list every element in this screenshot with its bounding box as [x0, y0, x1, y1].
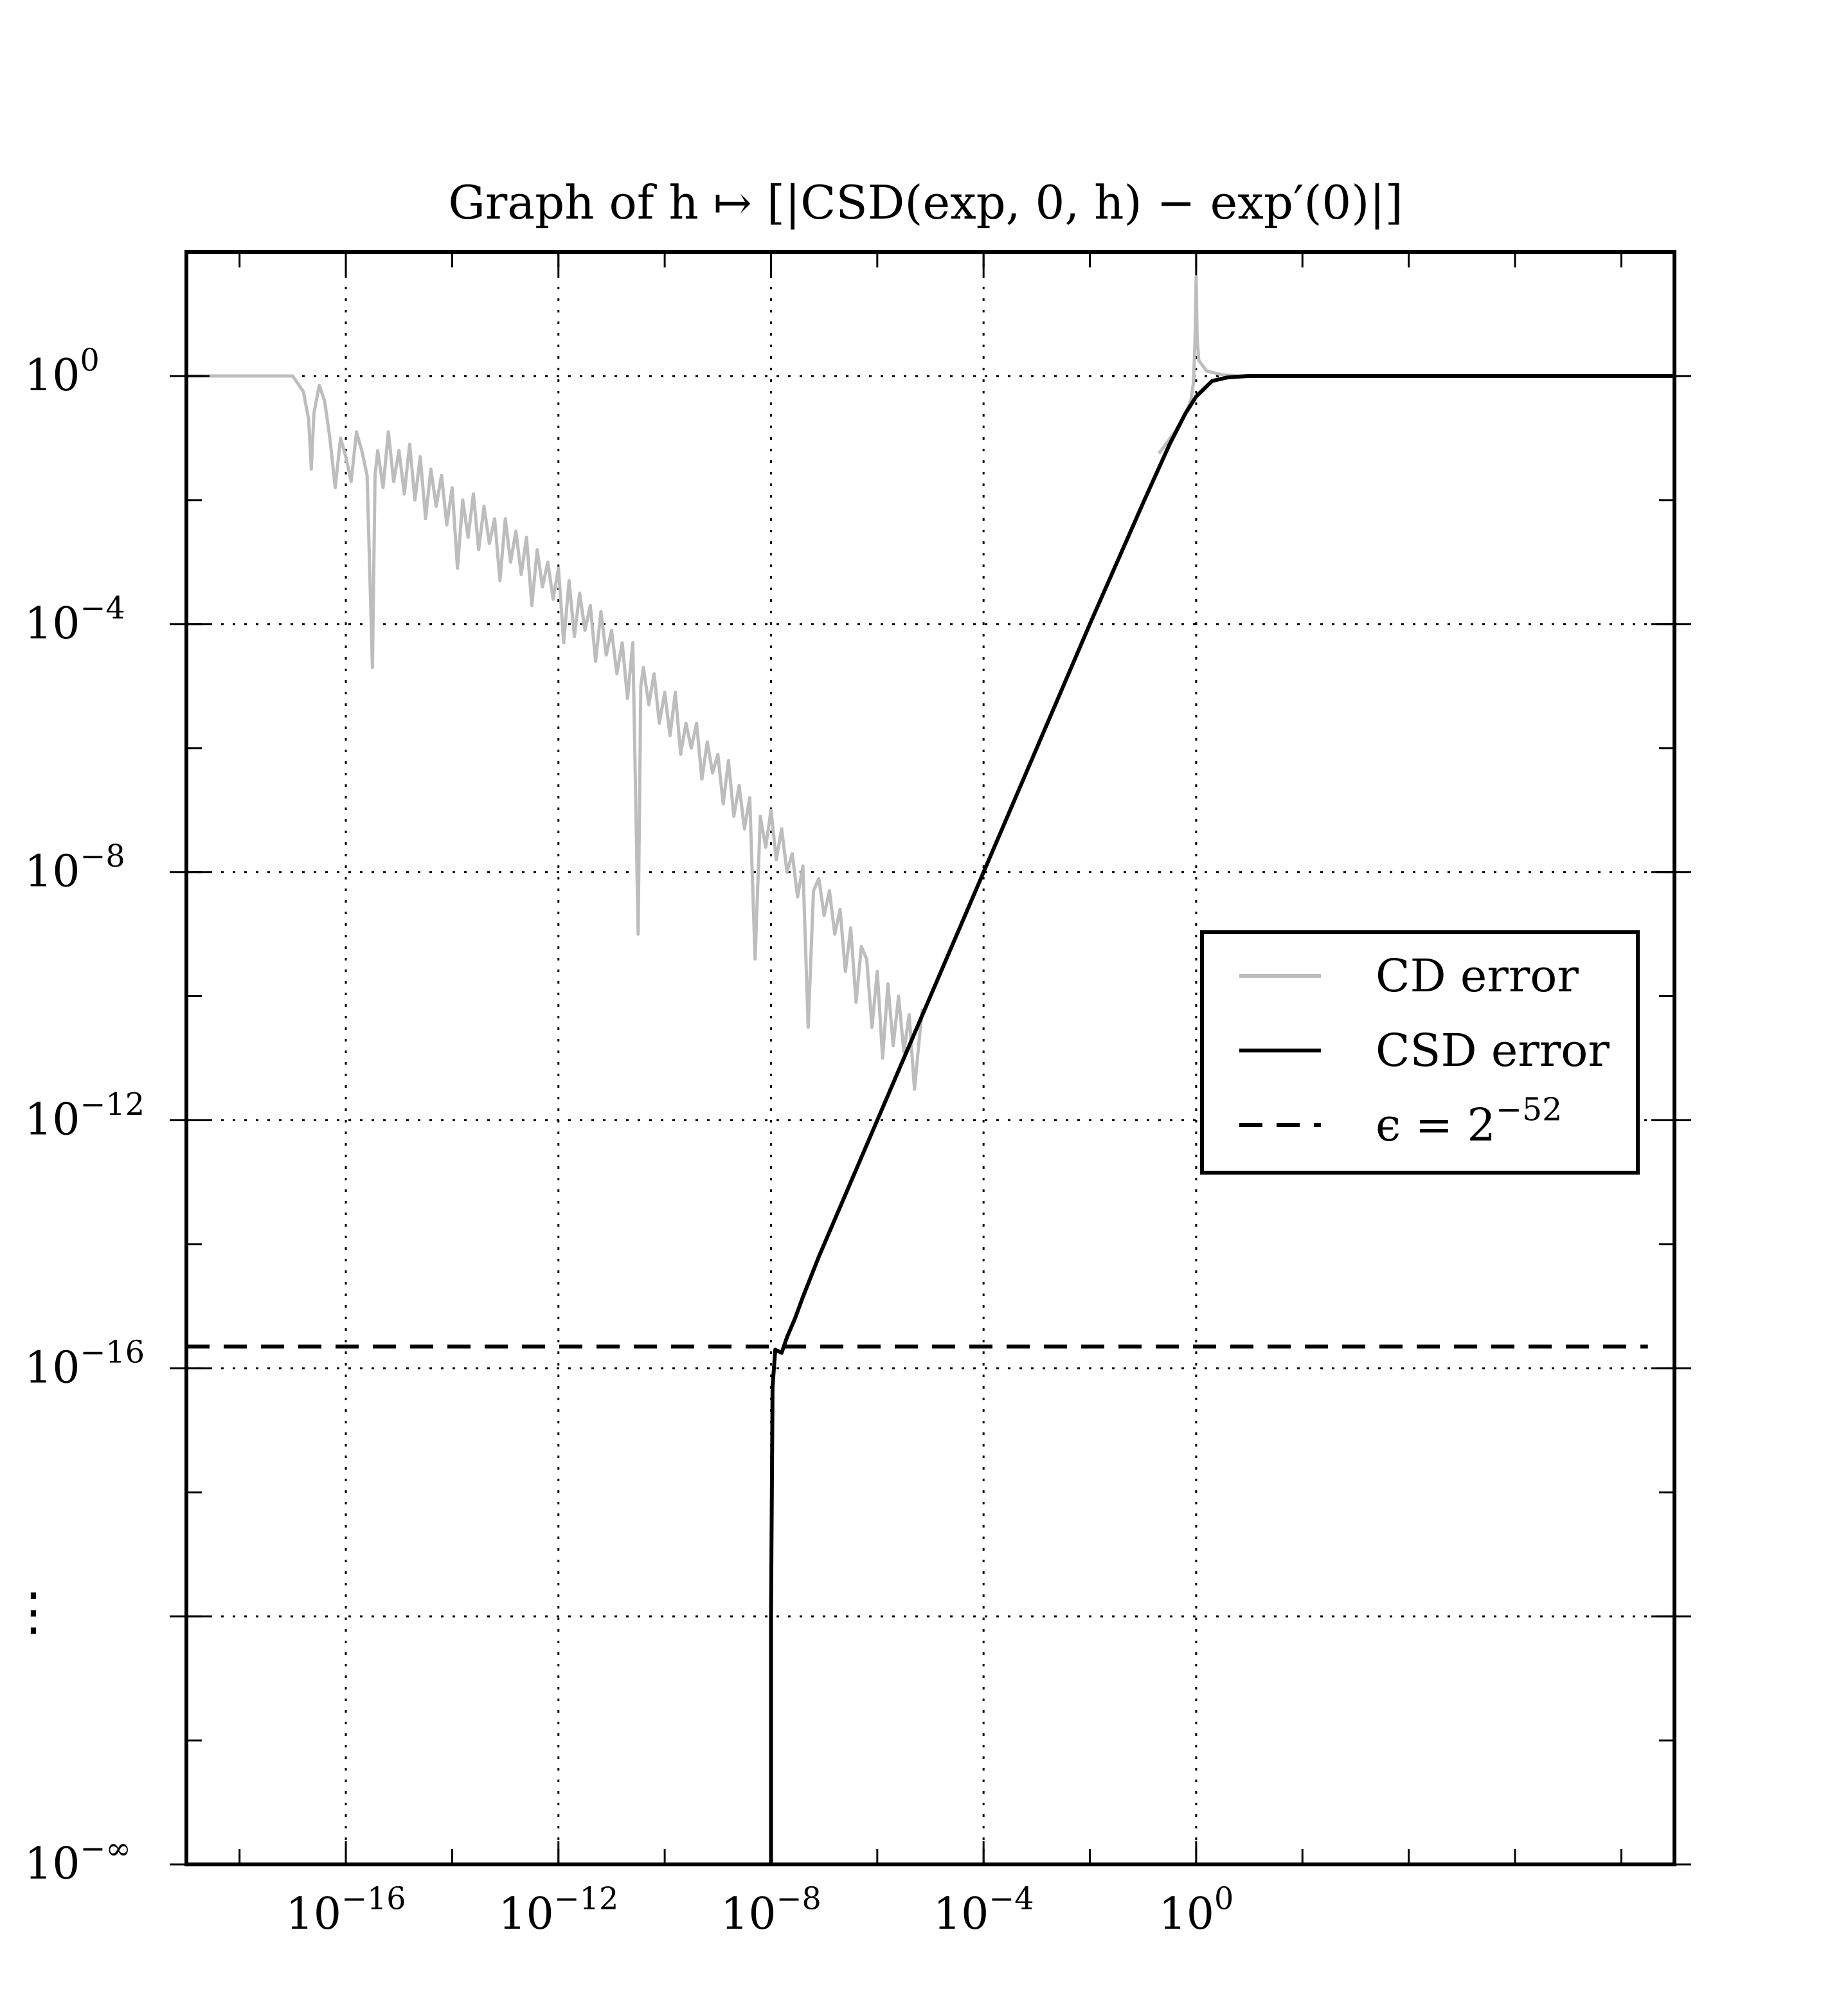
series-line — [769, 374, 1674, 1864]
y-tick-label: 10−∞ — [24, 1831, 131, 1889]
ticks — [170, 252, 1691, 1866]
series-layer — [186, 275, 1674, 1864]
y-tick-label: ⋮ — [8, 1582, 59, 1641]
series-line — [1157, 275, 1674, 455]
x-tick-label: 100 — [1158, 1881, 1233, 1940]
y-tick-label: 10−12 — [24, 1087, 145, 1146]
legend-label: CSD error — [1376, 1024, 1610, 1077]
y-tick-label: 10−8 — [24, 839, 125, 897]
plot-frame — [184, 250, 1676, 1866]
y-tick-labels: 100 10−4 10−8 10−12 10−16 ⋮ 10−∞ — [8, 343, 145, 1889]
y-tick-label: 10−4 — [24, 591, 125, 649]
x-tick-label: 10−12 — [498, 1881, 618, 1940]
x-tick-label: 10−8 — [721, 1881, 821, 1940]
y-tick-label: 10−16 — [24, 1335, 145, 1394]
legend: CD error CSD error ϵ = 2−52 — [1200, 930, 1640, 1175]
x-tick-label: 10−16 — [286, 1881, 406, 1940]
series-line — [186, 374, 924, 1091]
y-tick-label: 100 — [24, 343, 100, 401]
x-tick-label: 10−4 — [933, 1881, 1034, 1940]
legend-label: ϵ = 2−52 — [1376, 1092, 1562, 1152]
x-tick-labels: 10−16 10−12 10−8 10−4 100 — [286, 1881, 1234, 1940]
chart-title: Graph of h ↦ [|CSD(exp, 0, h) − exp′(0)|… — [448, 176, 1403, 230]
legend-label: CD error — [1376, 950, 1579, 1002]
